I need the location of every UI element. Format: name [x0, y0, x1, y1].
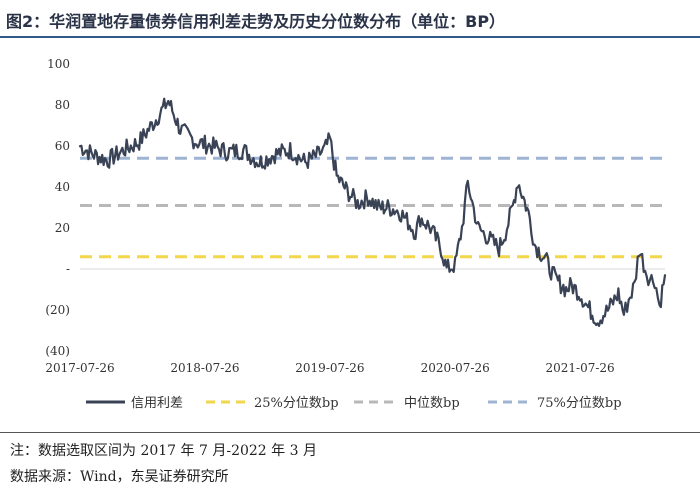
- x-tick-label: 2020-07-26: [421, 361, 490, 375]
- y-tick-label: 80: [55, 98, 70, 112]
- y-tick-label: -: [66, 262, 70, 276]
- y-tick-label: 60: [55, 139, 70, 153]
- legend-item-p25: 25%分位数bp: [206, 396, 339, 411]
- x-tick-label: 2021-07-26: [546, 361, 615, 375]
- y-axis-ticks: 100 80 60 40 20 - (20) (40): [45, 57, 70, 358]
- x-tick-label: 2017-07-26: [45, 361, 114, 375]
- source-note: 数据来源：Wind，东吴证券研究所: [10, 469, 229, 485]
- x-tick-label: 2019-07-26: [295, 361, 364, 375]
- legend-item-spread: 信用利差: [86, 396, 183, 411]
- x-tick-label: 2018-07-26: [170, 361, 239, 375]
- x-axis-ticks: 2017-07-26 2018-07-26 2019-07-26 2020-07…: [45, 361, 614, 375]
- footer-rule: [0, 432, 700, 433]
- title-rule: [0, 36, 700, 38]
- y-tick-label: 100: [47, 57, 70, 71]
- y-tick-label: (20): [45, 303, 70, 317]
- y-tick-label: 20: [55, 221, 70, 235]
- legend-label-p75: 75%分位数bp: [537, 396, 622, 411]
- legend-label-spread: 信用利差: [131, 396, 183, 411]
- legend-label-median: 中位数bp: [404, 396, 460, 411]
- credit-spread-line: [78, 97, 667, 327]
- legend-item-median: 中位数bp: [354, 396, 460, 411]
- chart-title: 图2：华润置地存量债券信用利差走势及历史分位数分布（单位：BP）: [6, 12, 506, 31]
- y-tick-label: 40: [55, 180, 70, 194]
- legend: 信用利差 25%分位数bp 中位数bp 75%分位数bp: [86, 396, 622, 411]
- credit-spread-chart: 100 80 60 40 20 - (20) (40) 2017-07-26 2…: [45, 57, 667, 411]
- footnote: 注：数据选取区间为 2017 年 7 月-2022 年 3 月: [10, 443, 317, 459]
- plot-area: [78, 97, 667, 327]
- legend-item-p75: 75%分位数bp: [488, 396, 622, 411]
- y-tick-label: (40): [45, 344, 70, 358]
- legend-label-p25: 25%分位数bp: [254, 396, 339, 411]
